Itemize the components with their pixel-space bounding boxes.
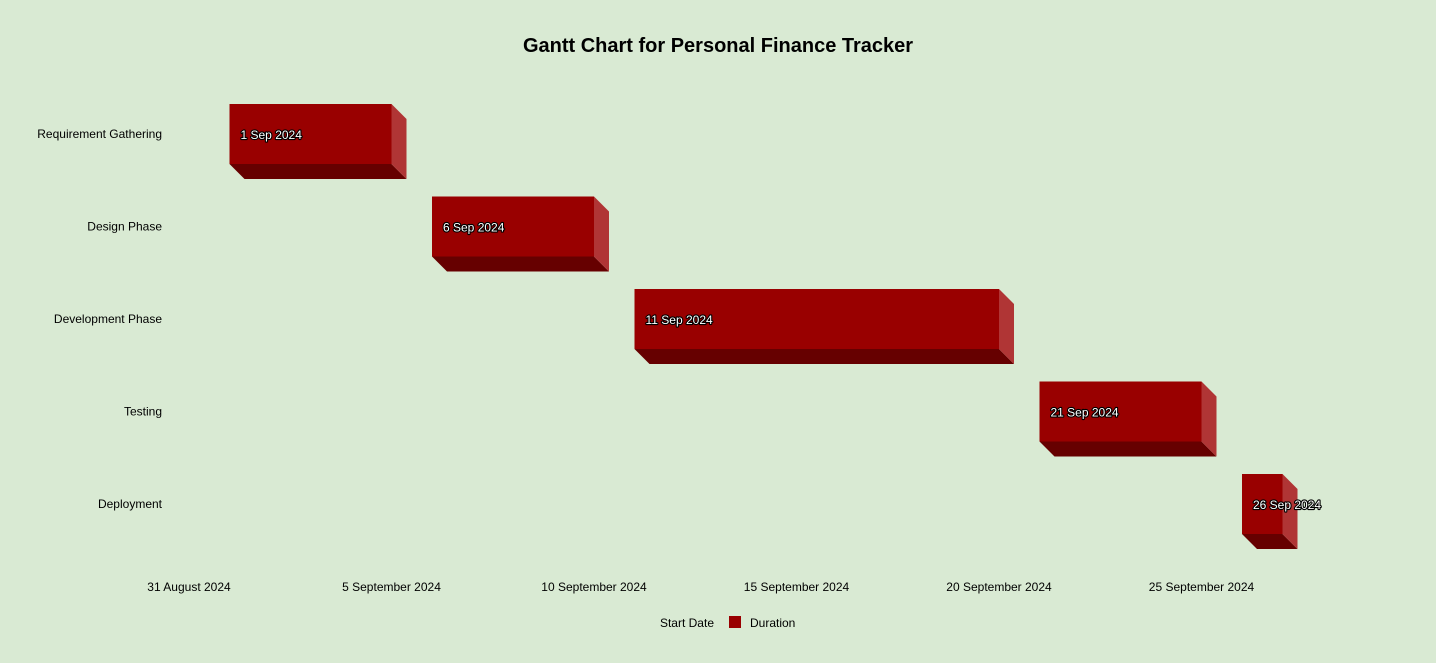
legend: Start Date Duration <box>660 616 795 630</box>
x-tick-label: 25 September 2024 <box>1149 580 1255 594</box>
x-tick-label: 20 September 2024 <box>946 580 1052 594</box>
bar-data-label: 6 Sep 2024 <box>443 221 505 235</box>
bar-side-face <box>594 196 609 272</box>
chart-title: Gantt Chart for Personal Finance Tracker <box>523 35 913 57</box>
x-tick-label: 5 September 2024 <box>342 580 441 594</box>
gantt-bar: 21 Sep 2024 <box>1039 381 1217 457</box>
category-label: Requirement Gathering <box>37 127 162 141</box>
x-tick-label: 15 September 2024 <box>744 580 850 594</box>
bars-group: 1 Sep 2024 6 Sep 2024 11 Sep 2024 21 Sep 20… <box>229 104 1322 549</box>
bar-bottom-face <box>229 164 407 179</box>
bar-side-face <box>391 104 407 179</box>
category-label: Testing <box>124 405 162 419</box>
bar-front-face <box>229 104 392 164</box>
gantt-bar: 26 Sep 2024 <box>1242 474 1322 549</box>
bar-data-label: 1 Sep 2024 <box>241 128 303 142</box>
gantt-bar: 6 Sep 2024 <box>432 196 609 272</box>
category-label: Design Phase <box>87 220 162 234</box>
legend-swatch-duration <box>729 616 741 628</box>
bar-data-label: 26 Sep 2024 <box>1253 498 1321 512</box>
bar-side-face <box>1282 474 1298 549</box>
bar-side-face <box>1201 381 1217 457</box>
category-label: Deployment <box>98 497 163 511</box>
bar-data-label: 21 Sep 2024 <box>1051 406 1119 420</box>
x-tick-label: 31 August 2024 <box>147 580 231 594</box>
x-tick-label: 10 September 2024 <box>541 580 647 594</box>
category-label: Development Phase <box>54 312 162 326</box>
bar-bottom-face <box>634 349 1014 364</box>
bar-front-face <box>1039 381 1202 442</box>
bar-front-face <box>634 289 999 349</box>
bar-data-label: 11 Sep 2024 <box>646 313 713 327</box>
category-labels: Requirement Gathering Design Phase Develop… <box>37 127 162 511</box>
gantt-bar: 11 Sep 2024 <box>634 289 1014 364</box>
legend-label-duration: Duration <box>750 616 795 630</box>
bar-bottom-face <box>432 256 609 272</box>
bar-bottom-face <box>1242 534 1298 549</box>
bar-side-face <box>999 289 1014 364</box>
bar-front-face <box>1242 474 1283 534</box>
bar-bottom-face <box>1039 441 1217 457</box>
x-axis-ticks: 31 August 2024 5 September 2024 10 Septemb… <box>147 580 1254 594</box>
legend-label-start-date: Start Date <box>660 616 714 630</box>
bar-front-face <box>432 196 594 257</box>
gantt-bar: 1 Sep 2024 <box>229 104 407 179</box>
